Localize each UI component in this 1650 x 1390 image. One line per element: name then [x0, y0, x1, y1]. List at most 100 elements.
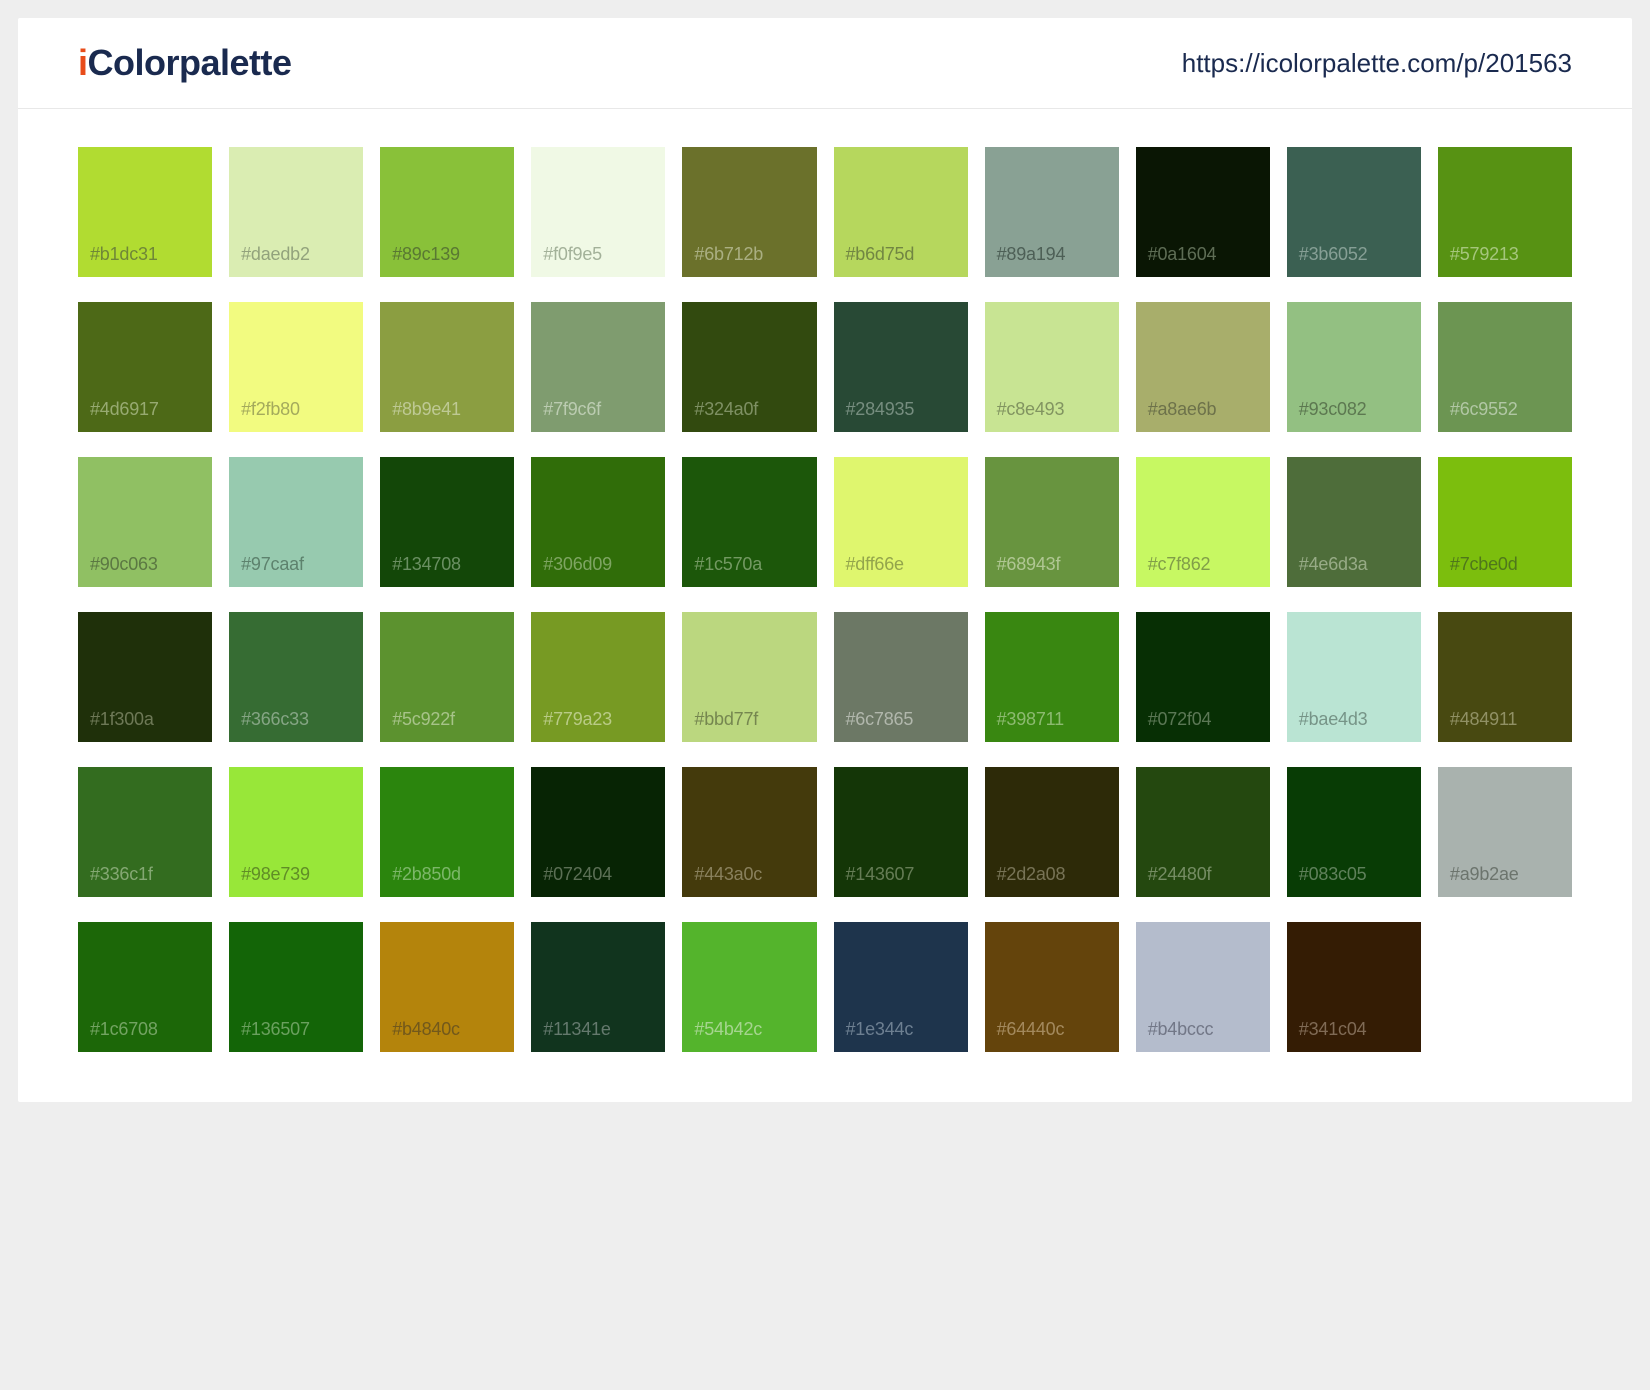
color-swatch[interactable]: #2b850d: [380, 767, 514, 897]
swatch-hex-label: #4d6917: [78, 399, 159, 432]
color-swatch[interactable]: #484911: [1438, 612, 1572, 742]
color-swatch[interactable]: #8b9e41: [380, 302, 514, 432]
color-swatch[interactable]: #5c922f: [380, 612, 514, 742]
color-swatch[interactable]: #6c9552: [1438, 302, 1572, 432]
swatch-hex-label: #1e344c: [834, 1019, 914, 1052]
color-swatch[interactable]: #1c570a: [682, 457, 816, 587]
swatch-hex-label: #2d2a08: [985, 864, 1066, 897]
color-swatch[interactable]: #398711: [985, 612, 1119, 742]
swatch-hex-label: #324a0f: [682, 399, 758, 432]
color-swatch[interactable]: #443a0c: [682, 767, 816, 897]
color-swatch[interactable]: #1c6708: [78, 922, 212, 1052]
color-swatch[interactable]: #779a23: [531, 612, 665, 742]
swatch-hex-label: #24480f: [1136, 864, 1212, 897]
color-swatch[interactable]: #4d6917: [78, 302, 212, 432]
swatch-hex-label: #54b42c: [682, 1019, 762, 1052]
swatch-hex-label: #64440c: [985, 1019, 1065, 1052]
color-swatch[interactable]: #a8ae6b: [1136, 302, 1270, 432]
color-swatch[interactable]: #68943f: [985, 457, 1119, 587]
swatch-hex-label: #072f04: [1136, 709, 1212, 742]
color-swatch[interactable]: #f2fb80: [229, 302, 363, 432]
swatch-hex-label: #779a23: [531, 709, 612, 742]
color-swatch[interactable]: #98e739: [229, 767, 363, 897]
swatch-hex-label: #4e6d3a: [1287, 554, 1368, 587]
color-swatch[interactable]: #54b42c: [682, 922, 816, 1052]
color-swatch[interactable]: #f0f9e5: [531, 147, 665, 277]
color-swatch[interactable]: #083c05: [1287, 767, 1421, 897]
color-swatch[interactable]: #136507: [229, 922, 363, 1052]
color-swatch[interactable]: #b4840c: [380, 922, 514, 1052]
swatch-hex-label: #143607: [834, 864, 915, 897]
swatch-hex-label: #341c04: [1287, 1019, 1367, 1052]
color-swatch[interactable]: #b6d75d: [834, 147, 968, 277]
color-swatch[interactable]: #89c139: [380, 147, 514, 277]
site-logo: iColorpalette: [78, 42, 292, 84]
swatch-grid: #b1dc31 #daedb2 #89c139 #f0f9e5#6b712b#b6d7…: [18, 109, 1632, 1102]
swatch-hex-label: #306d09: [531, 554, 612, 587]
color-swatch[interactable]: #336c1f: [78, 767, 212, 897]
swatch-hex-label: #579213: [1438, 244, 1519, 277]
swatch-hex-label: #a8ae6b: [1136, 399, 1217, 432]
color-swatch[interactable]: #b4bccc: [1136, 922, 1270, 1052]
swatch-hex-label: #072404: [531, 864, 612, 897]
swatch-hex-label: #daedb2: [229, 244, 310, 277]
swatch-hex-label: #083c05: [1287, 864, 1367, 897]
swatch-hex-label: #6c9552: [1438, 399, 1518, 432]
color-swatch[interactable]: #bae4d3: [1287, 612, 1421, 742]
color-swatch[interactable]: #4e6d3a: [1287, 457, 1421, 587]
color-swatch[interactable]: #dff66e: [834, 457, 968, 587]
swatch-hex-label: #398711: [985, 709, 1064, 742]
color-swatch[interactable]: #24480f: [1136, 767, 1270, 897]
swatch-hex-label: #5c922f: [380, 709, 455, 742]
color-swatch[interactable]: #64440c: [985, 922, 1119, 1052]
swatch-hex-label: #93c082: [1287, 399, 1367, 432]
color-swatch[interactable]: #7cbe0d: [1438, 457, 1572, 587]
color-swatch[interactable]: #306d09: [531, 457, 665, 587]
color-swatch[interactable]: #c8e493: [985, 302, 1119, 432]
color-swatch[interactable]: #97caaf: [229, 457, 363, 587]
swatch-hex-label: #443a0c: [682, 864, 762, 897]
swatch-hex-label: #68943f: [985, 554, 1061, 587]
color-swatch[interactable]: #7f9c6f: [531, 302, 665, 432]
color-swatch[interactable]: #1e344c: [834, 922, 968, 1052]
swatch-hex-label: #134708: [380, 554, 461, 587]
swatch-hex-label: #484911: [1438, 709, 1517, 742]
swatch-hex-label: #98e739: [229, 864, 310, 897]
color-swatch[interactable]: #1f300a: [78, 612, 212, 742]
color-swatch[interactable]: #89a194: [985, 147, 1119, 277]
color-swatch[interactable]: #6b712b: [682, 147, 816, 277]
color-swatch[interactable]: #341c04: [1287, 922, 1421, 1052]
color-swatch[interactable]: #11341e: [531, 922, 665, 1052]
color-swatch[interactable]: #b1dc31: [78, 147, 212, 277]
swatch-hex-label: #b4bccc: [1136, 1019, 1214, 1052]
color-swatch[interactable]: #3b6052: [1287, 147, 1421, 277]
color-swatch[interactable]: #daedb2: [229, 147, 363, 277]
swatch-hex-label: #c8e493: [985, 399, 1065, 432]
color-swatch[interactable]: #143607: [834, 767, 968, 897]
swatch-hex-label: #bae4d3: [1287, 709, 1368, 742]
swatch-hex-label: #f2fb80: [229, 399, 300, 432]
color-swatch[interactable]: #2d2a08: [985, 767, 1119, 897]
color-swatch[interactable]: #6c7865: [834, 612, 968, 742]
swatch-hex-label: #7cbe0d: [1438, 554, 1518, 587]
color-swatch[interactable]: #072f04: [1136, 612, 1270, 742]
swatch-hex-label: #b4840c: [380, 1019, 460, 1052]
color-swatch[interactable]: #a9b2ae: [1438, 767, 1572, 897]
color-swatch[interactable]: #072404: [531, 767, 665, 897]
color-swatch[interactable]: #366c33: [229, 612, 363, 742]
swatch-hex-label: #3b6052: [1287, 244, 1368, 277]
color-swatch[interactable]: #93c082: [1287, 302, 1421, 432]
color-swatch[interactable]: #284935: [834, 302, 968, 432]
color-swatch[interactable]: #324a0f: [682, 302, 816, 432]
swatch-hex-label: #8b9e41: [380, 399, 461, 432]
swatch-hex-label: #89c139: [380, 244, 460, 277]
color-swatch[interactable]: #bbd77f: [682, 612, 816, 742]
swatch-hex-label: #0a1604: [1136, 244, 1217, 277]
color-swatch[interactable]: #134708: [380, 457, 514, 587]
color-swatch[interactable]: #c7f862: [1136, 457, 1270, 587]
logo-prefix: i: [78, 42, 88, 83]
swatch-hex-label: #97caaf: [229, 554, 304, 587]
color-swatch[interactable]: #579213: [1438, 147, 1572, 277]
color-swatch[interactable]: #0a1604: [1136, 147, 1270, 277]
color-swatch[interactable]: #90c063: [78, 457, 212, 587]
